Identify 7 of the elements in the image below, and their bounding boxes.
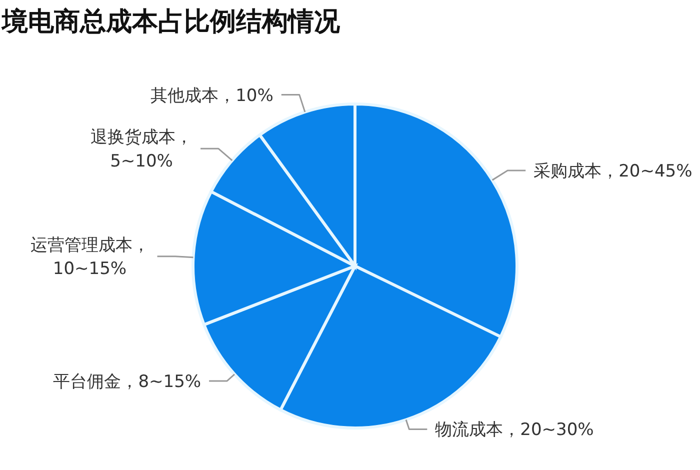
slice-label: 平台佣金，8~15% (53, 372, 202, 392)
slice-label: 物流成本，20~30% (435, 420, 594, 440)
slice-label: 退换货成本，5~10% (90, 128, 192, 172)
chart-title: 境电商总成本占比例结构情况 (2, 6, 340, 39)
slice-label: 运营管理成本，10~15% (30, 235, 150, 280)
slice-label: 采购成本，20~45% (534, 161, 692, 182)
slice-label: 其他成本，10% (150, 86, 274, 106)
